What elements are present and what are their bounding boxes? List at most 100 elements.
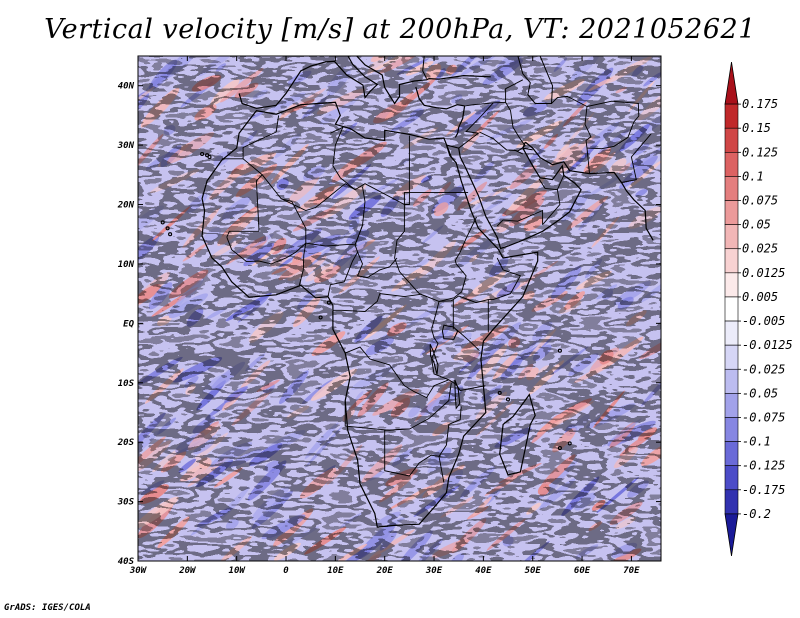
- colorbar-swatch: [724, 272, 739, 298]
- x-tick-label: 0: [283, 566, 289, 576]
- map-frame: [137, 55, 662, 562]
- country-border: [327, 251, 358, 297]
- country-border: [458, 101, 526, 152]
- colorbar-label: -0.0125: [742, 338, 793, 352]
- colorbar-swatch: [724, 103, 739, 129]
- colorbar-label: -0.05: [742, 386, 778, 400]
- colorbar-label: 0.075: [742, 194, 778, 208]
- colorbar-swatch: [724, 127, 739, 153]
- country-border: [384, 454, 441, 477]
- colorbar-swatch: [724, 393, 739, 418]
- country-border: [345, 346, 449, 399]
- colorbar-label: -0.075: [742, 410, 785, 424]
- y-tick-label: 20N: [117, 201, 135, 211]
- country-border: [584, 100, 639, 174]
- country-border: [551, 95, 588, 107]
- europe-coastline: [238, 56, 491, 109]
- x-tick-label: 10E: [327, 566, 344, 576]
- map-area: [138, 56, 661, 561]
- y-axis: 40S 30S 20S 10S EQ 10N 20N 30N 40N: [117, 82, 661, 567]
- island-outline: [318, 315, 323, 320]
- country-border: [330, 126, 356, 191]
- island-outline: [207, 154, 212, 160]
- country-border: [332, 293, 422, 312]
- island-outline: [168, 232, 173, 237]
- country-border: [515, 150, 523, 155]
- island-outline: [557, 348, 562, 353]
- y-tick-label: EQ: [123, 319, 134, 329]
- colorbar-label: 0.025: [742, 242, 778, 256]
- country-border: [613, 133, 652, 183]
- country-border: [438, 406, 462, 483]
- x-tick-label: 60E: [574, 566, 591, 576]
- footer-credit: GrADS: IGES/COLA: [4, 603, 91, 613]
- x-tick-label: 10W: [229, 566, 247, 576]
- colorbar-label: -0.025: [742, 362, 785, 376]
- x-tick-label: 40E: [475, 566, 492, 576]
- colorbar-label: 0.0125: [742, 266, 785, 280]
- colorbar-swatch: [724, 296, 739, 322]
- colorbar-swatch: [724, 417, 739, 442]
- turkey-coastline: [415, 86, 466, 138]
- x-tick-label: 20E: [376, 566, 394, 576]
- island-outline: [165, 226, 170, 231]
- country-border: [505, 79, 524, 103]
- x-tick-label: 20W: [178, 566, 197, 576]
- chart-title: Vertical velocity [m/s] at 200hPa, VT: 2…: [44, 14, 756, 45]
- colorbar-label: -0.2: [742, 507, 771, 521]
- black-sea-coastline: [422, 56, 428, 79]
- colorbar-bottom-triangle: [724, 513, 739, 557]
- country-border: [221, 115, 280, 160]
- island-outline: [505, 397, 511, 402]
- country-border: [226, 174, 263, 238]
- x-tick-label: 70E: [623, 566, 640, 576]
- y-tick-label: 30N: [117, 141, 135, 151]
- field-texture: [138, 56, 661, 561]
- country-border: [586, 103, 640, 150]
- iran-coastline: [524, 141, 654, 241]
- country-border: [298, 243, 307, 286]
- colorbar-swatch: [724, 224, 739, 250]
- x-tick-label: 30E: [425, 566, 443, 576]
- colorbar-label: 0.005: [742, 290, 778, 304]
- coastlines: [160, 56, 654, 528]
- arabia-coastline: [446, 141, 582, 250]
- x-axis: 30W 20W 10W 0 10E 20E 30E 40E 50E 60E 70E: [129, 56, 640, 576]
- colorbar-swatch: [724, 200, 739, 225]
- gulf-coastline: [522, 147, 533, 151]
- y-tick-label: 40S: [118, 557, 135, 567]
- colorbar-top-triangle: [724, 61, 739, 105]
- y-tick-label: 30S: [117, 498, 135, 508]
- colorbar: 0.175 0.15 0.125 0.1 0.075 0.05 0.025 0.0125 0.0…: [724, 61, 793, 557]
- y-tick-label: 40N: [118, 82, 135, 92]
- country-border: [354, 186, 398, 279]
- colorbar-swatch: [724, 489, 739, 515]
- y-tick-label: 10N: [118, 260, 135, 270]
- x-tick-label: 30W: [129, 566, 148, 576]
- colorbar-swatch: [724, 320, 739, 346]
- y-tick-label: 20S: [117, 438, 135, 448]
- country-border: [226, 198, 307, 265]
- island-outline: [567, 441, 572, 446]
- colorbar-swatch: [724, 368, 739, 394]
- colorbar-label: 0.1: [742, 169, 764, 183]
- colorbar-swatch: [724, 344, 739, 370]
- colorbar-label: 0.15: [742, 121, 771, 135]
- country-border: [455, 328, 480, 352]
- country-border: [394, 135, 454, 302]
- country-border: [503, 209, 544, 225]
- country-border: [496, 219, 504, 227]
- colorbar-swatch: [724, 152, 739, 177]
- island-outline: [557, 446, 562, 451]
- caspian-coastline: [517, 56, 554, 104]
- country-border: [384, 428, 410, 455]
- lake-outline: [441, 324, 459, 340]
- madagascar-coastline: [499, 393, 536, 476]
- country-border: [556, 175, 565, 190]
- y-tick-label: 10S: [118, 379, 135, 389]
- colorbar-label: -0.005: [742, 314, 785, 328]
- x-tick-label: 50E: [525, 566, 542, 576]
- country-border: [242, 158, 469, 211]
- colorbar-label: -0.1: [742, 435, 771, 449]
